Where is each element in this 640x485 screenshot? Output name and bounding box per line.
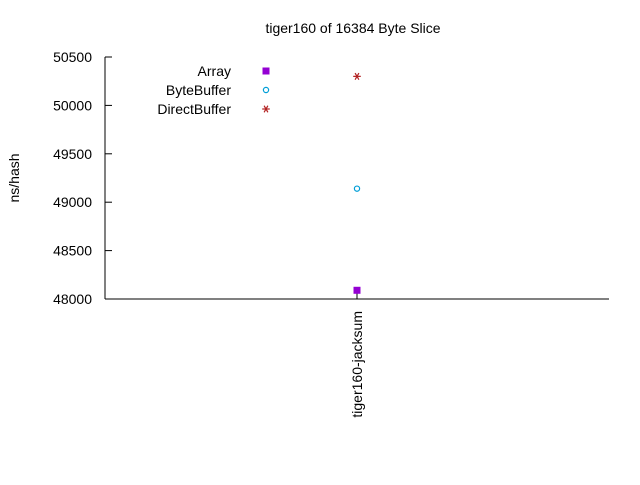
y-tick-label: 48000	[53, 291, 92, 307]
data-point-directbuffer	[353, 72, 361, 80]
legend-label: Array	[198, 63, 231, 79]
x-tick-label: tiger160-jacksum	[349, 311, 365, 418]
legend-label: DirectBuffer	[157, 101, 231, 117]
x-ticks: tiger160-jacksum	[349, 292, 365, 418]
y-tick-label: 49000	[53, 194, 92, 210]
y-ticks: 48000 48500 49000 49500 50000 50500	[53, 49, 112, 307]
data-point-array	[353, 286, 361, 294]
y-tick-label: 50000	[53, 97, 92, 113]
y-axis-label: ns/hash	[6, 153, 22, 202]
chart-title: tiger160 of 16384 Byte Slice	[265, 20, 440, 36]
y-tick-label: 50500	[53, 49, 92, 65]
data-points	[353, 72, 361, 294]
legend-label: ByteBuffer	[166, 82, 231, 98]
legend: Array ByteBuffer DirectBuffer	[157, 63, 270, 117]
y-tick-label: 48500	[53, 243, 92, 259]
data-point-bytebuffer	[353, 185, 361, 192]
legend-marker-array	[262, 67, 270, 75]
y-tick-label: 49500	[53, 146, 92, 162]
legend-marker-bytebuffer	[262, 86, 270, 94]
legend-marker-directbuffer	[262, 105, 270, 113]
